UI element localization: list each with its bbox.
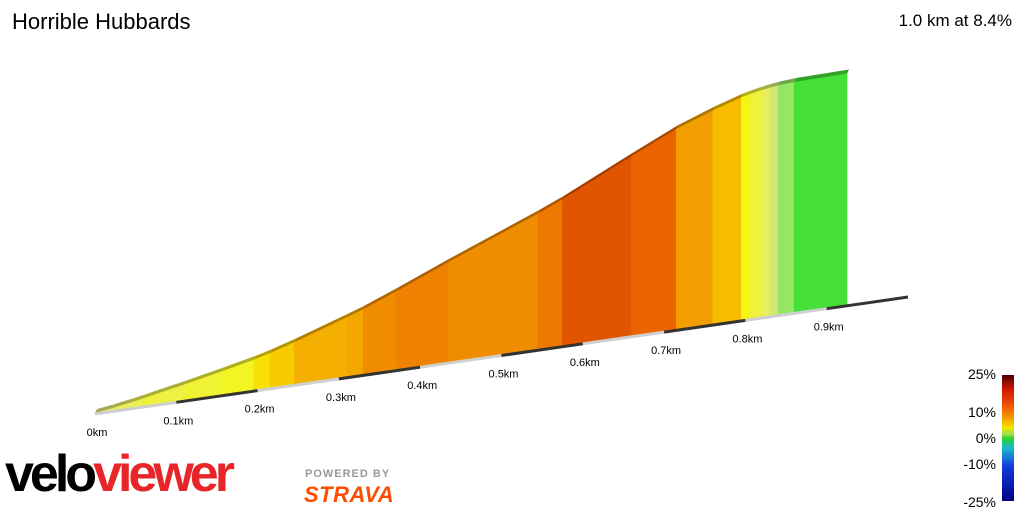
baseline-band-9	[826, 295, 909, 311]
profile-segment-21	[761, 87, 771, 318]
profile-ribbon-4	[155, 380, 187, 395]
profile-ribbon-22	[769, 81, 780, 88]
profile-ribbon-1	[111, 398, 134, 409]
legend-label-minus-25: -25%	[963, 494, 996, 510]
profile-segment-16	[631, 128, 677, 337]
profile-segment-17	[675, 109, 714, 330]
profile-segment-22	[769, 85, 779, 317]
profile-ribbon-14	[538, 195, 565, 214]
tick-label-7: 0.7km	[651, 345, 681, 357]
profile-segment-20	[749, 89, 762, 320]
profile-ribbon-8	[269, 338, 297, 354]
gradient-color-scale	[1002, 375, 1014, 501]
profile-ribbon-12	[395, 258, 451, 292]
profile-ribbon-21	[761, 83, 772, 91]
tick-label-3: 0.3km	[326, 392, 356, 404]
tick-label-4: 0.4km	[407, 380, 437, 392]
profile-ribbon-0	[95, 404, 114, 413]
profile-ribbon-20	[749, 86, 764, 95]
page-title: Horrible Hubbards	[12, 9, 191, 34]
tick-label-6: 0.6km	[570, 357, 600, 369]
profile-ribbon-7	[253, 349, 272, 360]
profile-ribbon-18	[712, 93, 744, 111]
profile-ribbon-24	[794, 69, 850, 83]
tick-label-0: 0km	[87, 427, 108, 439]
tick-label-9: 0.9km	[814, 322, 844, 334]
profile-ribbon-19	[741, 90, 752, 98]
baseline-band-0	[94, 400, 177, 416]
profile-segment-14	[537, 198, 563, 350]
baseline-band-3	[338, 365, 421, 381]
gradient-legend: 25% 10% 0% -10% -25%	[956, 366, 1024, 512]
tick-label-5: 0.5km	[489, 369, 519, 381]
profile-ribbon-10	[347, 305, 366, 318]
baseline-band-2	[257, 377, 340, 393]
legend-label-10: 10%	[967, 404, 996, 420]
profile-segment-19	[741, 93, 750, 321]
profile-ribbon-16	[631, 125, 679, 157]
distance-baseline	[94, 295, 909, 416]
baseline-band-7	[663, 318, 746, 334]
profile-ribbon-9	[294, 313, 350, 343]
legend-label-minus-10: -10%	[963, 456, 996, 472]
legend-label-0: 0%	[975, 430, 996, 446]
tick-label-8: 0.8km	[732, 333, 762, 345]
profile-segment-15	[562, 155, 632, 347]
baseline-band-4	[419, 354, 502, 369]
baseline-band-5	[501, 342, 584, 357]
profile-ribbon-3	[143, 390, 158, 399]
profile-ribbon-6	[221, 355, 256, 372]
profile-ribbon-15	[562, 152, 634, 200]
baseline-band-6	[582, 330, 665, 346]
profile-ribbon-17	[676, 106, 715, 130]
profile-ribbon-11	[363, 287, 398, 310]
profile-ribbon-13	[448, 209, 541, 263]
baseline-band-8	[745, 307, 827, 322]
strava-logo[interactable]: STRAVA	[304, 482, 395, 507]
distance-ticks: 0km 0.1km 0.2km 0.3km 0.4km 0.5km 0.6km 0.7km 0.…	[87, 322, 844, 439]
profile-segment-12	[395, 261, 449, 371]
profile-segment-24	[793, 73, 848, 313]
legend-label-25: 25%	[967, 366, 996, 382]
tick-label-1: 0.1km	[163, 415, 193, 427]
veloviewer-logo[interactable]: veloviewer	[5, 445, 235, 503]
powered-by-label: POWERED BY	[305, 468, 391, 480]
profile-segment-18	[712, 96, 742, 325]
profile-ribbon-2	[131, 394, 146, 403]
baseline-band-1	[176, 389, 258, 404]
climb-summary: 1.0 km at 8.4%	[898, 11, 1012, 30]
profile-segment-10	[346, 308, 364, 378]
profile-ribbon-5	[184, 367, 224, 385]
profile-segment-23	[777, 81, 795, 316]
gradient-segments	[94, 73, 848, 414]
top-ribbon	[95, 69, 850, 413]
profile-ribbon-23	[777, 78, 797, 86]
tick-label-2: 0.2km	[245, 404, 275, 416]
